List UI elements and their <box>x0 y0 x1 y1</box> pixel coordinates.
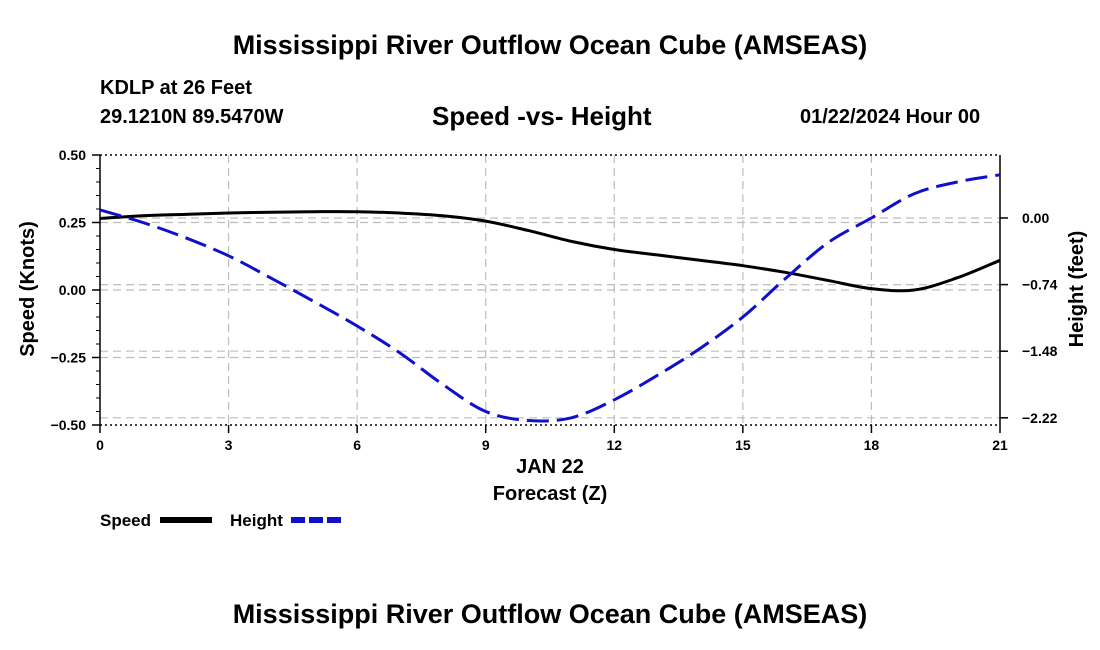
y2-tick-label-2: −1.48 <box>1022 343 1058 359</box>
x-tick-label-15: 15 <box>735 437 751 453</box>
x-tick-label-18: 18 <box>864 437 880 453</box>
y-tick-label-0: 0.50 <box>59 147 86 163</box>
chart-title: Mississippi River Outflow Ocean Cube (AM… <box>232 30 868 60</box>
series-line-speed <box>99 210 1001 293</box>
grid-lines <box>100 155 1000 425</box>
y-tick-label-2: 0.00 <box>59 282 86 298</box>
footer-title: Mississippi River Outflow Ocean Cube (AM… <box>232 599 868 629</box>
station-coordinates: 29.1210N 89.5470W <box>100 106 284 128</box>
x-axis-label: Forecast (Z) <box>493 483 607 505</box>
x-tick-label-3: 3 <box>225 437 233 453</box>
legend-label-speed: Speed <box>100 511 151 530</box>
y-axis-label: Speed (Knots) <box>17 221 39 357</box>
y2-tick-label-0: 0.00 <box>1022 210 1049 226</box>
series-lines <box>99 173 1001 423</box>
x-tick-label-21: 21 <box>992 437 1008 453</box>
y2-tick-label-3: −2.22 <box>1022 410 1058 426</box>
y2-tick-label-1: −0.74 <box>1022 277 1058 293</box>
tick-marks <box>92 154 1008 433</box>
y-tick-label-4: −0.50 <box>51 417 87 433</box>
series-line-height <box>99 173 1001 423</box>
legend-label-height: Height <box>230 511 283 530</box>
chart-subtitle: Speed -vs- Height <box>432 101 652 131</box>
tick-labels: 0 3 6 9 12 15 18 21 0.50 0.25 0.00 −0.25 −0.50 0.00 −0… <box>51 147 1058 453</box>
y2-axis-label: Height (feet) <box>1066 231 1088 348</box>
legend: Speed Height <box>100 511 343 530</box>
x-tick-label-6: 6 <box>353 437 361 453</box>
x-tick-label-0: 0 <box>96 437 104 453</box>
station-label: KDLP at 26 Feet <box>100 77 252 99</box>
forecast-datetime: 01/22/2024 Hour 00 <box>800 106 981 128</box>
y-tick-label-3: −0.25 <box>51 350 87 366</box>
x-axis-sublabel: JAN 22 <box>516 456 584 478</box>
x-tick-label-12: 12 <box>606 437 622 453</box>
y-tick-label-1: 0.25 <box>59 215 86 231</box>
x-tick-label-9: 9 <box>482 437 490 453</box>
